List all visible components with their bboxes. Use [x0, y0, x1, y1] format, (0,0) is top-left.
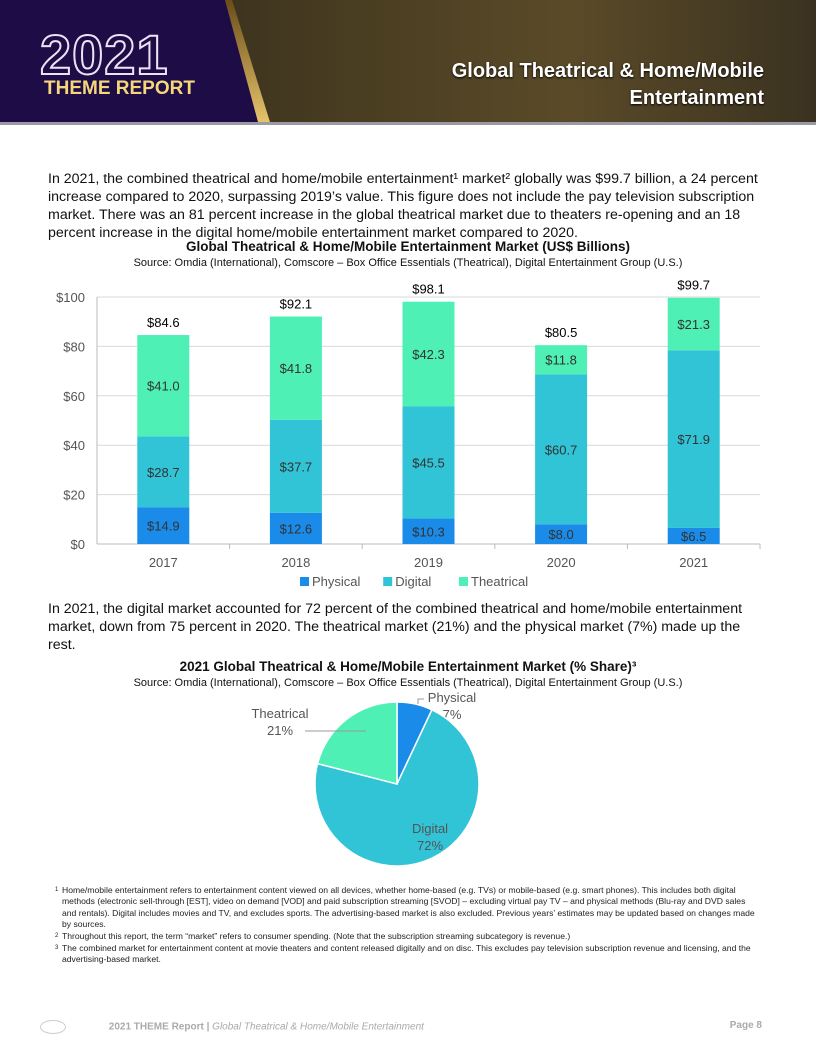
logo-year: 2021 — [39, 22, 169, 87]
data-label: $42.3 — [412, 347, 445, 362]
footnote-text: Throughout this report, the term “market… — [62, 931, 571, 941]
title-line-1: Global Theatrical & Home/Mobile — [451, 60, 764, 82]
footnote-number: 3 — [55, 945, 59, 951]
y-tick-label: $20 — [63, 488, 85, 503]
total-label: $92.1 — [280, 297, 313, 312]
bar-segment-theatrical — [137, 335, 190, 437]
footnote-number: 2 — [55, 933, 59, 939]
footnote-text: The combined market for entertainment co… — [62, 943, 751, 965]
data-label: $12.6 — [280, 521, 313, 536]
bar-segment-theatrical — [535, 345, 588, 375]
bar-chart-title: Global Theatrical & Home/Mobile Entertai… — [185, 239, 631, 254]
logo-panel — [0, 0, 258, 122]
intro-paragraph: In 2021, the combined theatrical and hom… — [48, 171, 758, 241]
total-label: $84.6 — [147, 315, 180, 330]
total-label: $98.1 — [412, 282, 445, 297]
footer-separator: | — [203, 1021, 213, 1033]
bar-segment-physical — [137, 507, 190, 544]
data-label: $60.7 — [545, 442, 578, 457]
footnote-3: 3 The combined market for entertainment c… — [55, 943, 762, 966]
bar-segment-theatrical — [667, 297, 720, 351]
header-banner: 2021 THEME REPORT Global Theatrical & Ho… — [0, 0, 816, 125]
bar-segment-digital — [402, 406, 455, 519]
legend-swatch — [459, 577, 468, 586]
legend-swatch — [383, 577, 393, 586]
x-tick-label: 2018 — [281, 555, 310, 570]
footer-section: Global Theatrical & Home/Mobile Entertai… — [212, 1021, 424, 1033]
leader-line — [417, 698, 424, 704]
total-label: $80.5 — [545, 325, 578, 340]
logo-subtitle: THEME REPORT — [44, 78, 195, 99]
pie-slice-theatrical — [316, 701, 398, 785]
slice-name-label: Theatrical — [251, 706, 308, 721]
footnote-number: 1 — [55, 887, 59, 893]
y-tick-label: $60 — [63, 389, 85, 404]
bar-segment-theatrical — [402, 301, 455, 407]
bar-segment-physical — [667, 527, 720, 544]
legend-label: Theatrical — [471, 574, 528, 589]
data-label: $71.9 — [677, 432, 710, 447]
legend-label: Digital — [395, 574, 431, 589]
data-label: $8.0 — [548, 527, 573, 542]
data-label: $41.0 — [147, 379, 180, 394]
bar-segment-physical — [402, 518, 455, 544]
footer-logo-icon — [40, 1020, 66, 1034]
stacked-bar-chart: $0 $20 $40 $60 $80 $100 $14.9 $28.7 $41.0 $84.6 20… — [56, 278, 761, 589]
x-tick-label: 2019 — [414, 555, 443, 570]
bar-segment-physical — [535, 524, 588, 544]
x-tick-label: 2021 — [679, 555, 708, 570]
footnote-text: Home/mobile entertainment refers to ente… — [62, 885, 755, 929]
slice-name-label: Digital — [412, 821, 448, 836]
data-label: $41.8 — [280, 361, 313, 376]
pie-chart-title: 2021 Global Theatrical & Home/Mobile Ent… — [179, 659, 637, 674]
data-label: $14.9 — [147, 519, 180, 534]
bar-segment-digital — [667, 350, 720, 528]
y-tick-label: $40 — [63, 438, 85, 453]
page-number: Page 8 — [729, 1020, 762, 1031]
header-divider — [0, 122, 816, 125]
y-tick-label: $80 — [63, 339, 85, 354]
y-tick-label: $100 — [56, 290, 85, 305]
data-label: $21.3 — [677, 317, 710, 332]
slice-percent-label: 72% — [417, 838, 443, 853]
data-label: $28.7 — [147, 465, 180, 480]
share-paragraph: In 2021, the digital market accounted fo… — [48, 601, 743, 653]
data-label: $45.5 — [412, 455, 445, 470]
legend-swatch — [300, 577, 309, 586]
data-label: $10.3 — [412, 524, 445, 539]
pie-slice-digital — [314, 708, 480, 867]
bar-chart-source: Source: Omdia (International), Comscore … — [133, 257, 683, 269]
footer: 2021 THEME Report | Global Theatrical & … — [40, 1020, 770, 1034]
bar-segment-theatrical — [269, 316, 322, 420]
bar-segment-digital — [137, 436, 190, 508]
x-tick-label: 2020 — [547, 555, 576, 570]
data-label: $11.8 — [545, 353, 577, 368]
legend-label: Physical — [312, 574, 361, 589]
pie-chart-source: Source: Omdia (International), Comscore … — [133, 677, 683, 689]
data-label: $37.7 — [280, 459, 313, 474]
x-tick-label: 2017 — [149, 555, 178, 570]
footnote-1: 1 Home/mobile entertainment refers to ent… — [55, 885, 762, 930]
bar-segment-digital — [269, 419, 322, 513]
slice-name-label: Physical — [428, 690, 477, 705]
bar-segment-physical — [269, 512, 322, 544]
slice-percent-label: 21% — [267, 723, 293, 738]
title-line-2: Entertainment — [629, 87, 764, 109]
bar-segment-digital — [535, 374, 588, 525]
footnote-2: 2 Throughout this report, the term “marke… — [55, 931, 762, 942]
footer-report: 2021 THEME Report — [108, 1021, 204, 1033]
data-label: $6.5 — [681, 529, 706, 544]
page-title: Global Theatrical & Home/Mobile Entertain… — [452, 58, 764, 112]
total-label: $99.7 — [677, 278, 710, 293]
y-tick-label: $0 — [71, 537, 85, 552]
